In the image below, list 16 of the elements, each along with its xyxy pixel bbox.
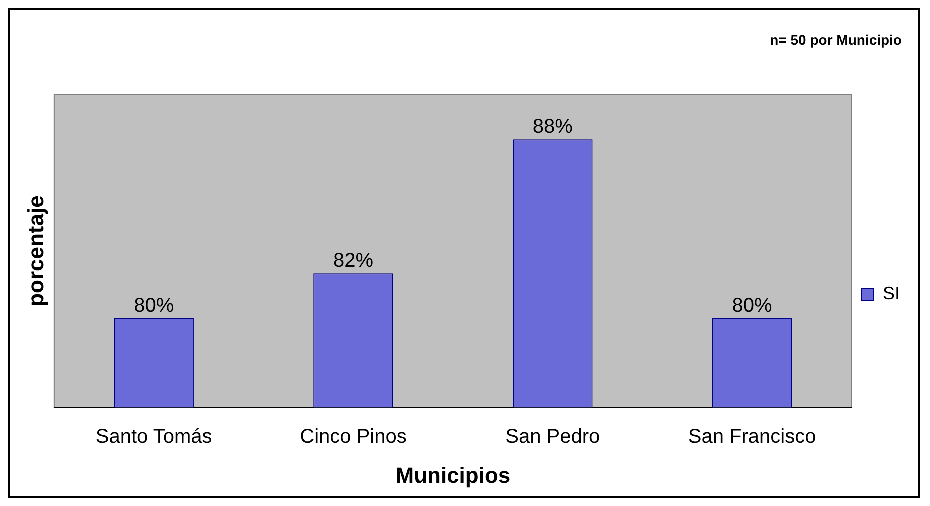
x-tick-label: Santo Tomás <box>96 426 212 448</box>
text: % <box>555 116 573 138</box>
x-tick-label: San Pedro <box>506 426 600 448</box>
x-tick-label: Cinco Pinos <box>300 426 407 448</box>
text: n= 50 por Municipio <box>770 32 902 48</box>
x-axis-title: Municipios <box>396 462 511 488</box>
legend-label: SI <box>882 283 900 304</box>
text: % <box>156 294 174 317</box>
data-label: 80 <box>732 294 755 317</box>
data-label: 80 <box>134 294 156 317</box>
data-label: 88 <box>532 116 556 138</box>
text: % <box>754 294 772 317</box>
text: % <box>356 250 374 272</box>
x-tick-label: San Francisco <box>688 426 816 448</box>
data-label: 82 <box>333 250 356 272</box>
y-axis-title: porcentaje <box>23 196 48 307</box>
